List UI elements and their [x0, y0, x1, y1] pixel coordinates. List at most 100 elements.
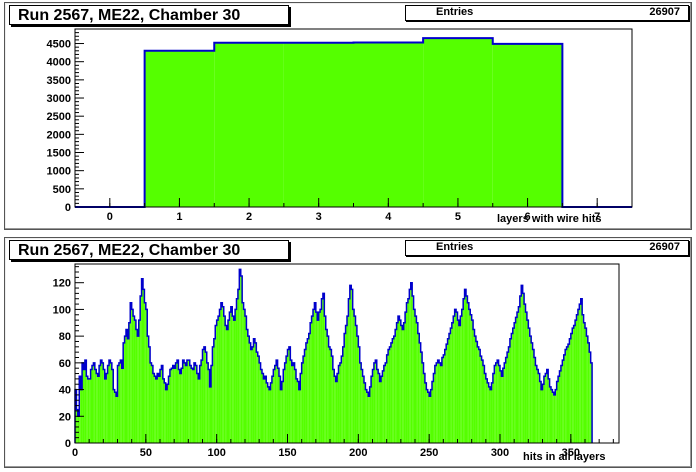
histogram-bin — [441, 357, 444, 443]
histogram-bin — [361, 369, 363, 443]
histogram-bin — [178, 369, 180, 443]
histogram-bin — [424, 382, 427, 443]
histogram-bin — [498, 365, 500, 443]
histogram-bin — [359, 362, 362, 443]
histogram-bin — [266, 382, 268, 443]
histogram-bin — [130, 302, 132, 443]
histogram-bin — [583, 322, 585, 443]
histogram-bin — [474, 336, 476, 443]
histogram-bin — [545, 373, 547, 443]
histogram-bin — [501, 376, 503, 443]
histogram-bin — [290, 360, 292, 443]
histogram-bin — [531, 342, 533, 443]
histogram-bin — [460, 316, 462, 443]
histogram-bin — [237, 289, 240, 443]
histogram-bin — [233, 320, 236, 443]
histogram-bin — [551, 389, 553, 443]
histogram-bin — [235, 309, 237, 443]
histogram-bin — [505, 357, 508, 443]
x-tick-label: 350 — [562, 447, 580, 459]
histogram-bin — [463, 298, 465, 443]
histogram-bin — [147, 336, 149, 443]
histogram-bin — [84, 360, 87, 443]
histogram-bin — [148, 346, 151, 443]
histogram-bin — [189, 365, 192, 443]
histogram-bin — [226, 329, 228, 443]
histogram-bin — [539, 381, 542, 443]
histogram-bin — [307, 338, 309, 443]
histogram-layers-plot: 0 500 1000 1500 2000 2500 3000 3500 4000 4500 0 1 2 3… — [47, 28, 633, 223]
histogram-bin — [114, 392, 117, 443]
histogram-bin — [253, 338, 255, 443]
histogram-bin — [120, 360, 122, 443]
x-tick-label: 4 — [385, 211, 392, 223]
histogram-bin — [154, 376, 156, 443]
histogram-bin — [324, 316, 326, 443]
y-tick-label: 100 — [53, 304, 71, 316]
histogram-bin — [111, 369, 114, 443]
histogram-bin — [101, 362, 104, 443]
histogram-bin — [546, 369, 549, 443]
histogram-bin — [444, 349, 447, 443]
histogram-bin — [315, 312, 318, 443]
histogram-bin — [127, 338, 129, 443]
histogram-bin — [436, 362, 438, 443]
histogram-bin — [168, 376, 170, 443]
histogram-bin — [134, 320, 136, 443]
histogram-bin — [140, 296, 142, 443]
histogram-bin — [308, 333, 311, 443]
histogram-bin — [511, 333, 513, 443]
histogram-bin — [246, 329, 248, 443]
histogram-bin — [93, 362, 95, 443]
x-tick-label: 5 — [455, 211, 461, 223]
histogram-bin — [481, 360, 483, 443]
histogram-bin — [423, 373, 425, 443]
x-tick-label: 3 — [316, 211, 322, 223]
histogram-bin — [76, 409, 78, 443]
histogram-bin — [405, 312, 407, 443]
histogram-bin — [185, 365, 187, 443]
plot-border — [74, 263, 620, 444]
histogram-bin — [281, 381, 284, 443]
histogram-bin — [262, 373, 264, 443]
histogram-bin — [254, 342, 257, 443]
histogram-bin — [529, 336, 532, 443]
histogram-bin — [83, 369, 85, 443]
histogram-bin — [288, 346, 291, 443]
histogram-bin — [440, 365, 442, 443]
histogram-bin — [320, 309, 322, 443]
histogram-bin — [353, 42, 424, 208]
histogram-bin — [535, 365, 537, 443]
histogram-bin — [126, 329, 128, 443]
histogram-bin — [570, 333, 573, 443]
histogram-bin — [492, 373, 495, 443]
x-axis-label: hits in all layers — [523, 451, 606, 463]
histogram-bin — [239, 269, 241, 443]
histogram-bin — [334, 376, 336, 443]
histogram-bin — [202, 349, 204, 443]
histogram-bin — [427, 392, 430, 443]
histogram-bin — [378, 373, 380, 443]
histogram-bin — [419, 342, 421, 443]
y-tick-label: 2000 — [47, 129, 71, 141]
histogram-bin — [488, 386, 491, 443]
histogram-bin — [211, 365, 213, 443]
histogram-bin — [589, 352, 591, 443]
histogram-bin — [559, 370, 561, 443]
histogram-bin — [362, 376, 364, 443]
histogram-bin — [426, 389, 428, 443]
histogram-bin — [504, 362, 506, 443]
histogram-bin — [395, 329, 397, 443]
histogram-bin — [162, 378, 165, 443]
histogram-bin — [225, 325, 227, 443]
histogram-bin — [577, 309, 580, 443]
histogram-bin — [366, 392, 369, 443]
histogram-bin — [495, 362, 498, 443]
histogram-bin — [345, 325, 347, 443]
histogram-bin — [365, 389, 367, 443]
histogram-bin — [107, 365, 109, 443]
histogram-bin — [552, 392, 554, 443]
histogram-bin — [133, 316, 135, 443]
histogram-bin — [569, 338, 571, 443]
histogram-bin — [534, 357, 536, 443]
